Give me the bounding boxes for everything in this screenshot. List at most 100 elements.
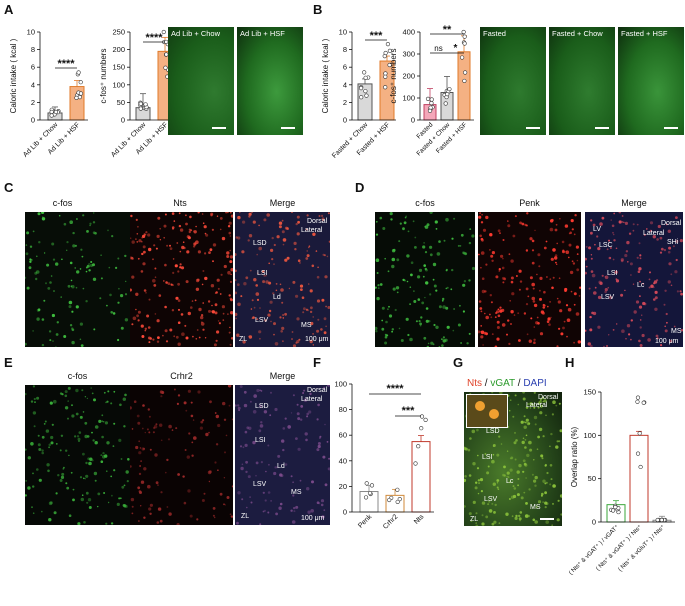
cell-dot: [89, 224, 91, 227]
cell-dot: [424, 296, 426, 299]
region-label: ZL: [241, 513, 250, 520]
cell-dot: [79, 338, 82, 341]
cell-dot: [45, 282, 47, 285]
cell-dot: [63, 335, 67, 338]
cell-dot: [119, 497, 122, 500]
cell-dot: [310, 321, 314, 326]
cell-dot: [106, 441, 110, 445]
cell-dot: [639, 344, 643, 347]
cell-dot: [156, 319, 160, 323]
cell-dot: [306, 415, 309, 418]
panel-label-c: C: [4, 180, 14, 195]
cell-dot: [36, 468, 39, 471]
cell-dot: [276, 235, 280, 239]
cell-dot: [229, 235, 232, 237]
cell-dot: [138, 239, 142, 243]
cell-dot: [384, 341, 388, 345]
cell-dot: [185, 336, 189, 340]
cell-dot: [183, 501, 187, 505]
cell-dot: [32, 385, 35, 388]
cell-dot: [496, 479, 500, 482]
cell-dot: [445, 306, 449, 310]
cell-dot: [41, 217, 46, 221]
cell-dot: [531, 249, 535, 252]
region-label: LSD: [255, 403, 269, 410]
cell-dot: [110, 475, 113, 478]
cell-dot: [292, 494, 295, 497]
cell-dot: [275, 512, 278, 516]
data-point: [397, 497, 402, 502]
cell-dot: [433, 323, 436, 327]
cell-dot: [502, 281, 505, 284]
cell-dot: [112, 312, 116, 315]
cell-dot: [632, 283, 635, 285]
cell-dot: [483, 331, 487, 335]
cell-dot: [160, 395, 163, 398]
cell-dot: [227, 225, 231, 228]
cell-dot: [481, 522, 485, 526]
cell-dot: [653, 280, 658, 284]
y-tick-label: 0: [31, 116, 35, 125]
microscopy-b-fasted: Fasted: [480, 27, 546, 135]
cell-dot: [664, 289, 667, 292]
cell-dot: [30, 442, 34, 446]
cell-dot: [215, 291, 218, 294]
cell-dot: [267, 313, 271, 317]
panel-label-g: G: [453, 355, 464, 370]
cell-dot: [105, 522, 108, 525]
cell-dot: [538, 400, 542, 404]
cell-dot: [666, 321, 668, 324]
cell-dot: [235, 317, 237, 320]
cell-dot: [279, 502, 283, 506]
cell-dot: [303, 307, 306, 311]
cell-dot: [438, 346, 441, 347]
cell-dot: [32, 512, 35, 514]
cell-dot: [202, 328, 205, 331]
cell-dot: [192, 335, 194, 338]
cell-dot: [43, 252, 46, 254]
cell-dot: [154, 453, 158, 457]
data-point: [461, 29, 466, 35]
cell-dot: [66, 249, 68, 251]
cell-dot: [100, 460, 104, 463]
cell-dot: [110, 311, 113, 314]
cell-dot: [296, 412, 300, 416]
cell-dot: [533, 406, 536, 409]
cell-dot: [506, 333, 508, 336]
cell-dot: [561, 240, 565, 244]
cell-dot: [119, 403, 122, 407]
cell-dot: [549, 278, 552, 281]
cell-dot: [79, 268, 82, 270]
cell-dot: [71, 340, 75, 345]
cell-dot: [484, 290, 487, 293]
cell-dot: [271, 236, 274, 240]
cell-dot: [652, 235, 656, 239]
cell-dot: [544, 506, 547, 509]
cell-dot: [477, 479, 481, 482]
data-point: [77, 95, 82, 100]
cell-dot: [323, 254, 326, 257]
cell-dot: [171, 309, 175, 312]
cell-dot: [576, 253, 579, 255]
cell-dot: [117, 301, 120, 304]
cell-dot: [514, 215, 517, 218]
sig-label: ****: [57, 58, 75, 70]
cell-dot: [492, 482, 496, 486]
cell-dot: [532, 300, 536, 303]
cell-dot: [145, 292, 147, 294]
cell-dot: [464, 475, 467, 478]
region-label: LSI: [255, 437, 266, 444]
cell-dot: [175, 335, 179, 339]
cell-dot: [166, 244, 169, 247]
cell-dot: [636, 256, 639, 259]
cell-dot: [549, 227, 554, 232]
cell-dot: [92, 221, 96, 224]
y-tick-label: 0: [121, 116, 125, 125]
cell-dot: [491, 392, 494, 394]
cell-dot: [139, 447, 142, 449]
cell-dot: [67, 386, 71, 390]
cell-dot: [496, 482, 499, 484]
cell-dot: [525, 287, 529, 291]
data-point: [383, 85, 388, 90]
